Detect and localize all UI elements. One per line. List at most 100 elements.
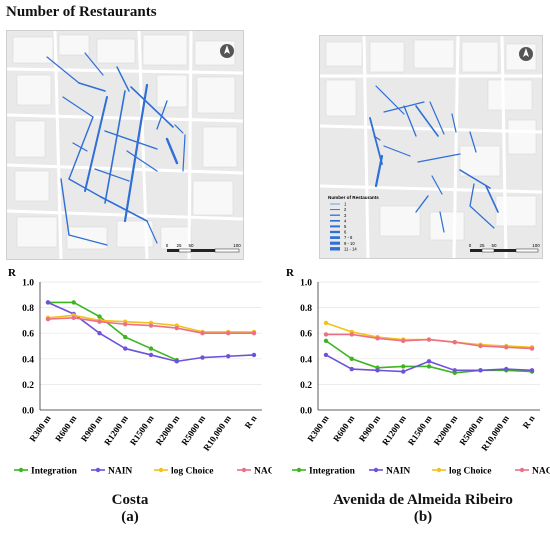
data-point [401,338,406,344]
data-point [452,339,457,345]
legend-label: 3 [344,213,347,218]
legend-label: 7 - 8 [344,235,353,240]
data-point [174,359,179,364]
data-point [148,346,154,351]
map-costa-scale-label: 25 [176,243,182,248]
data-point [71,300,76,305]
data-point [375,336,380,341]
y-tick-label: 0.6 [300,330,312,340]
legend-label: 5 [344,224,347,229]
y-tick-label: 1.0 [22,279,34,289]
x-tick-label: R900 m [79,413,105,444]
data-point [148,352,154,358]
legend-label: Integration [309,467,356,477]
scale-bar [167,248,240,253]
data-point [349,332,354,337]
data-point [45,316,51,322]
line-chart-avenida: R 0.0 0.2 0.4 0.6 0.8 1.0 R300 m R600 m R900 mR12… [286,267,550,477]
data-point [97,331,102,336]
map-costa-scale-label: 0 [166,243,169,248]
caption-avenida-label: (b) [413,509,433,525]
legend-marker [436,467,442,473]
legend-marker [95,467,101,473]
x-tick-label: R1200 m [102,413,130,447]
caption-costa: Costa (a) [20,492,240,526]
data-point [375,368,380,373]
x-tick-label: R300 m [305,413,331,444]
caption-avenida-name: Avenida de Almeida Ribeiro [333,492,513,508]
legend-label: Integration [31,467,78,477]
data-point [504,345,509,350]
map-costa: 0 25 50 100 [6,30,244,260]
map-costa-scale-label: 100 [233,243,241,248]
caption-costa-label: (a) [121,509,139,525]
y-tick-label: 0.0 [300,407,312,417]
data-point [478,368,483,373]
series-nach [323,332,535,351]
x-tick-label: R1500 m [406,413,434,447]
x-tick-label: R n [243,413,259,430]
legend-item: NACH [237,467,272,477]
series-line [48,301,178,361]
caption-costa-name: Costa [111,492,149,508]
data-point [349,356,354,361]
legend-label: 6 [344,230,347,235]
data-point [200,331,205,336]
data-point [452,368,457,373]
data-point [478,343,483,349]
legend-label: NACH [532,467,550,477]
data-point [349,366,354,372]
data-point [251,331,257,336]
x-tick-label: R600 m [331,413,357,444]
y-tick-label: 0.2 [300,381,312,391]
data-point [323,338,329,344]
x-tick-label: R5000 m [179,413,207,447]
legend-label: NAIN [386,467,410,477]
series-nain [323,352,535,374]
y-tick-label: 0.4 [22,355,34,365]
map-avenida-scale-label: 100 [532,243,540,248]
figure-title: Number of Restaurants [6,4,157,20]
x-tick-label: R300 m [27,413,53,444]
x-tick-label: R2000 m [432,413,460,447]
y-tick-label: 0.2 [22,381,34,391]
legend-marker [296,467,302,473]
x-tick-label: R n [521,413,537,430]
x-tick-label: R5000 m [457,413,485,447]
legend-label: 4 [344,218,347,223]
data-point [45,300,51,305]
data-point [323,352,329,358]
map-avenida-scale-label: 25 [479,243,485,248]
map-legend-title: Number of Restaurants [328,195,379,200]
data-point [174,325,179,331]
y-tick-label: 0.8 [300,304,312,314]
data-point [426,337,432,342]
legend-label: 2 [344,207,347,212]
x-tick-label: R600 m [53,413,79,444]
data-point [123,346,128,351]
data-point [504,366,509,372]
y-tick-label: 0.8 [22,304,34,314]
legend-label: 1 [344,202,347,207]
x-tick-label: R2000 m [154,413,182,447]
data-point [226,331,231,336]
legend-item: log Choice [154,467,213,477]
caption-avenida: Avenida de Almeida Ribeiro (b) [300,492,546,526]
legend-marker [241,467,247,473]
map-avenida-scale-label: 50 [491,243,497,248]
series-nach [45,315,257,336]
y-tick-label: 0.0 [22,407,34,417]
legend-item: NACH [515,467,550,477]
data-point [200,355,205,360]
data-point [426,364,432,369]
map-costa-scale-label: 50 [188,243,194,248]
legend-label: log Choice [171,467,213,477]
y-tick-label: 0.4 [300,355,312,365]
legend-marker [158,467,164,473]
data-point [323,332,329,337]
map-avenida-scale-label: 0 [469,243,472,248]
y-axis-label: R [8,267,17,279]
data-point [148,323,154,328]
